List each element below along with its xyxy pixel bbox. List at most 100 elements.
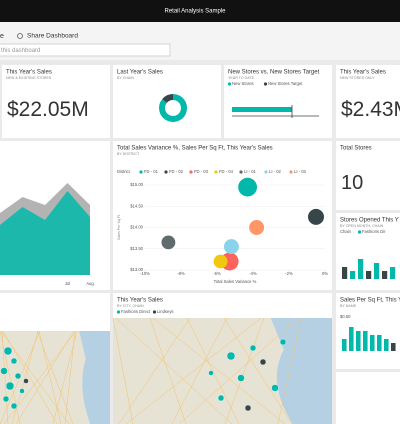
- progress-bar: [232, 107, 292, 112]
- big-number: $2.43M: [341, 98, 400, 121]
- bar: [390, 267, 396, 279]
- bar: [384, 339, 389, 351]
- map-road: [0, 330, 21, 424]
- legend-label: Fashions Direct: [121, 309, 151, 314]
- map-store: [259, 358, 267, 366]
- legend-dot: [214, 170, 218, 174]
- tile-title: Last Year's Sales: [117, 70, 163, 76]
- x-tick-label: -8%: [177, 271, 185, 276]
- map-store: [0, 367, 8, 375]
- bar: [374, 263, 380, 279]
- y-tick-label: $13.00: [130, 267, 143, 272]
- y-tick-label: $0.50: [340, 314, 351, 319]
- tile[interactable]: [336, 141, 400, 210]
- toolbar-icon[interactable]: e: [0, 33, 4, 40]
- map-store: [271, 384, 279, 392]
- map-road: [224, 317, 265, 424]
- y-tick-label: $15.00: [130, 182, 143, 187]
- tile[interactable]: [336, 372, 400, 424]
- map-road: [11, 330, 39, 424]
- legend-label: Chain: [340, 229, 352, 234]
- search-box[interactable]: [0, 43, 171, 57]
- tile-title: Stores Opened This Y: [340, 218, 399, 224]
- bubble: [249, 220, 265, 235]
- bubble: [161, 235, 176, 250]
- tile-subtitle: NEW STORES ONLY: [340, 76, 375, 80]
- tile-subtitle: BY NAME: [340, 304, 357, 308]
- legend-dot: [227, 82, 232, 86]
- map-road: [0, 330, 70, 424]
- big-number: 10: [341, 172, 363, 194]
- tile-subtitle: NEW & EXISTING STORES: [6, 76, 52, 80]
- tile[interactable]: [2, 65, 110, 138]
- map-road: [38, 330, 62, 424]
- legend-label: FD - 01: [144, 169, 159, 174]
- share-icon[interactable]: [17, 33, 23, 39]
- bar: [366, 271, 372, 279]
- legend-label: LI - 02: [269, 169, 282, 174]
- map-store: [226, 351, 236, 361]
- bar: [382, 271, 388, 279]
- bar: [342, 267, 348, 279]
- share-button[interactable]: Share Dashboard: [27, 33, 78, 40]
- bar: [349, 327, 354, 351]
- tile[interactable]: [224, 65, 332, 138]
- legend-dot: [264, 170, 268, 174]
- tile[interactable]: [336, 65, 400, 138]
- map-road: [186, 317, 240, 424]
- map-road: [125, 317, 262, 424]
- map-store: [279, 338, 287, 346]
- tile-subtitle: YEAR TO DATE: [228, 76, 255, 80]
- bar: [370, 335, 375, 351]
- tile-title: This Year's Sales: [117, 298, 163, 304]
- legend-dot: [357, 230, 362, 234]
- map-store: [2, 395, 10, 403]
- x-axis-title: Total Sales Variance %: [214, 279, 257, 284]
- legend-title: District: [117, 169, 131, 174]
- legend-label: Lindseys: [157, 309, 174, 314]
- tile[interactable]: [336, 293, 400, 369]
- map-road: [36, 330, 74, 424]
- map-road: [112, 317, 134, 424]
- tile-subtitle: BY CHAIN: [117, 76, 134, 80]
- map-store: [5, 381, 15, 391]
- y-tick-label: $14.50: [130, 203, 143, 208]
- legend-dot: [139, 170, 143, 174]
- map-road: [152, 317, 286, 424]
- bubble: [308, 208, 324, 225]
- map-store: [244, 404, 252, 412]
- legend-dot: [289, 170, 293, 174]
- y-tick-label: $13.50: [130, 246, 143, 251]
- tile-title: Total Stores: [340, 146, 372, 152]
- bar: [363, 331, 368, 351]
- map-road: [3, 330, 77, 424]
- map-road: [52, 330, 78, 424]
- tile-title: New Stores vs. New Stores Target: [228, 70, 320, 76]
- legend-dot: [152, 310, 157, 314]
- map-store: [10, 357, 18, 365]
- legend-dot: [116, 310, 121, 314]
- big-number: $22.05M: [7, 98, 89, 121]
- map-road: [64, 330, 76, 424]
- search-placeholder[interactable]: this dashboard: [1, 48, 40, 54]
- y-axis-title: Sales Per Sq Ft: [117, 215, 121, 240]
- tile-subtitle: BY OPEN MONTH, CHAIN: [340, 224, 384, 228]
- map-water: [79, 331, 110, 424]
- tile-title: Sales Per Sq Ft, This Ye: [340, 298, 400, 304]
- map-store: [208, 370, 214, 376]
- map-road: [15, 330, 75, 424]
- map-road: [149, 317, 187, 424]
- map-road: [118, 317, 191, 424]
- x-tick-label: -6%: [213, 271, 221, 276]
- map-store: [217, 394, 225, 402]
- map-road: [115, 317, 233, 424]
- bar: [350, 271, 356, 279]
- x-tick-label: Aug: [86, 281, 94, 286]
- x-tick-label: -4%: [249, 271, 257, 276]
- x-tick-label: -10%: [140, 271, 150, 276]
- legend-label: New Stores Target: [268, 81, 303, 86]
- map-store: [14, 372, 22, 380]
- legend-dot: [164, 170, 168, 174]
- tile-subtitle: BY CITY, CHAIN: [117, 304, 144, 308]
